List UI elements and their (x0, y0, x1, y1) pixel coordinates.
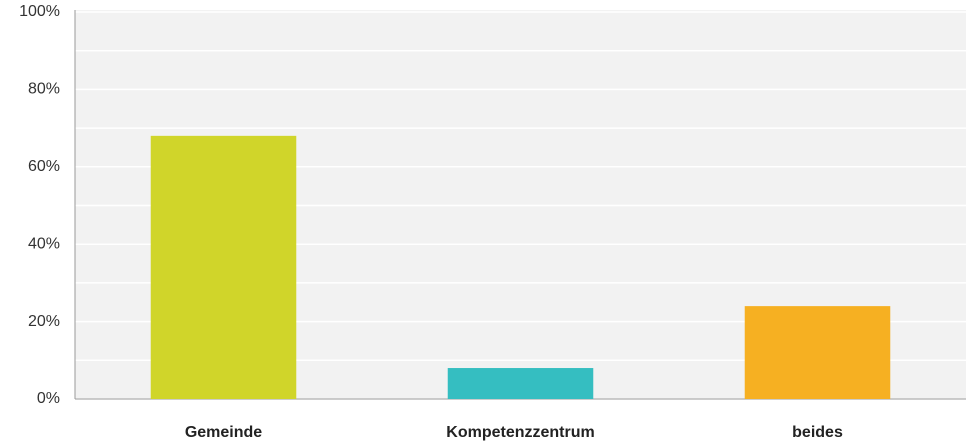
x-tick-label: Gemeinde (185, 424, 262, 441)
y-tick-label: 100% (19, 3, 60, 20)
bar (150, 135, 297, 399)
y-tick-label: 80% (28, 81, 60, 98)
y-tick-label: 0% (37, 390, 60, 407)
bar (447, 368, 594, 399)
y-tick-label: 20% (28, 313, 60, 330)
bar (744, 306, 891, 399)
x-tick-label: beides (792, 424, 843, 441)
y-tick-label: 60% (28, 158, 60, 175)
y-tick-label: 40% (28, 235, 60, 252)
x-tick-label: Kompetenzzentrum (446, 424, 594, 441)
